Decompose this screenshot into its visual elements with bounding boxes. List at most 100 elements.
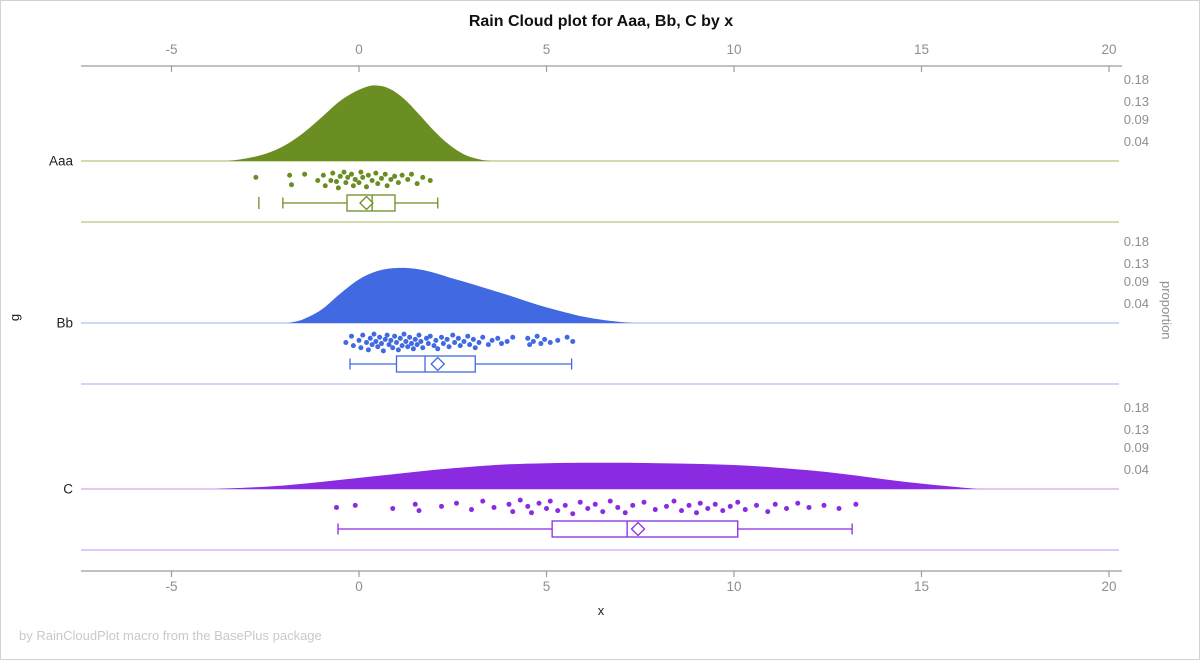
proportion-tick-label: 0.04	[1124, 134, 1149, 149]
rain-point	[530, 338, 536, 344]
rain-point	[358, 345, 364, 351]
mean-diamond	[359, 195, 374, 211]
bottom-axis-tick-label: 0	[355, 579, 363, 594]
rain-point	[356, 180, 362, 186]
rain-point	[365, 347, 371, 353]
rain-point	[457, 343, 463, 349]
rain-point	[555, 337, 561, 343]
y-axis-title: g	[7, 313, 23, 322]
rain-point	[504, 338, 510, 344]
rain-point	[570, 338, 576, 344]
top-axis-tick-label: 20	[1101, 42, 1116, 57]
rain-point	[394, 340, 399, 345]
top-axis-tick-label: 5	[543, 42, 551, 57]
rain-point	[330, 170, 336, 176]
bottom-axis-tick-label: 5	[543, 579, 551, 594]
rain-point	[390, 506, 396, 511]
rain-point	[527, 342, 533, 348]
rain-point	[525, 503, 531, 509]
proportion-tick-label: 0.04	[1124, 296, 1149, 311]
rain-point	[585, 506, 591, 511]
rain-point	[364, 184, 369, 190]
top-axis-tick-label: 0	[355, 42, 363, 57]
rain-point	[538, 341, 544, 347]
rain-point	[694, 510, 699, 516]
proportion-tick-label: 0.09	[1124, 112, 1149, 127]
rain-point	[375, 181, 381, 187]
rain-point	[467, 342, 473, 348]
rain-point	[705, 506, 711, 511]
rain-point	[679, 508, 684, 514]
rain-point	[570, 511, 576, 517]
rain-point	[454, 500, 459, 506]
rain-point	[765, 509, 771, 515]
rain-point	[485, 342, 491, 348]
rain-point	[630, 502, 636, 508]
rain-point	[525, 335, 531, 341]
rain-point	[395, 180, 401, 186]
rain-point	[364, 340, 369, 345]
rain-point	[414, 342, 420, 348]
rain-point	[384, 332, 390, 338]
rain-point	[399, 172, 405, 178]
rain-point	[806, 504, 812, 510]
rain-point	[343, 180, 349, 186]
rain-point	[444, 336, 450, 342]
rain-point	[412, 501, 418, 507]
rain-point	[547, 340, 553, 345]
bottom-axis-tick-label: 15	[914, 579, 929, 594]
rain-point	[409, 171, 414, 177]
rain-point	[427, 178, 433, 183]
rain-point	[433, 337, 439, 343]
rain-point	[425, 341, 431, 347]
rain-point	[577, 499, 583, 505]
rain-point	[506, 501, 512, 507]
rain-point	[564, 334, 570, 340]
rain-point	[328, 178, 334, 183]
rain-point	[358, 169, 364, 175]
rain-point	[455, 335, 461, 341]
rain-point	[420, 174, 426, 180]
rain-point	[517, 497, 523, 503]
rain-point	[397, 335, 403, 341]
rain-point	[712, 501, 718, 507]
rain-point	[379, 175, 384, 181]
rain-point	[853, 501, 859, 507]
chart-title: Rain Cloud plot for Aaa, Bb, C by x	[468, 13, 734, 30]
rain-point	[622, 510, 628, 516]
rain-point	[392, 333, 398, 339]
rain-point	[416, 508, 422, 514]
rain-point	[302, 171, 308, 177]
group-label: C	[63, 482, 73, 497]
rain-point	[754, 502, 759, 508]
rain-point	[652, 507, 658, 513]
rain-point	[289, 182, 294, 188]
rain-point	[401, 331, 407, 337]
rain-point	[409, 341, 414, 347]
rain-point	[735, 499, 741, 505]
rain-point	[379, 341, 384, 347]
proportion-tick-label: 0.13	[1124, 256, 1149, 271]
rain-point	[371, 331, 377, 337]
rain-point	[416, 332, 422, 338]
rain-point	[592, 501, 598, 507]
group-label: Bb	[56, 316, 73, 331]
rain-point	[836, 506, 842, 511]
rain-point	[697, 500, 703, 506]
rain-point	[784, 506, 789, 511]
rain-point	[369, 342, 375, 348]
rain-point	[510, 509, 516, 515]
top-axis-tick-label: -5	[165, 42, 177, 57]
rain-point	[534, 333, 540, 339]
density-cloud	[227, 85, 491, 161]
rain-point	[322, 183, 328, 189]
rain-point	[469, 507, 474, 513]
rain-point	[360, 174, 366, 180]
rain-point	[742, 507, 748, 513]
rain-point	[365, 172, 371, 178]
rain-point	[350, 183, 356, 189]
rain-point	[461, 338, 467, 344]
rain-point	[772, 501, 778, 507]
rain-point	[491, 504, 497, 510]
